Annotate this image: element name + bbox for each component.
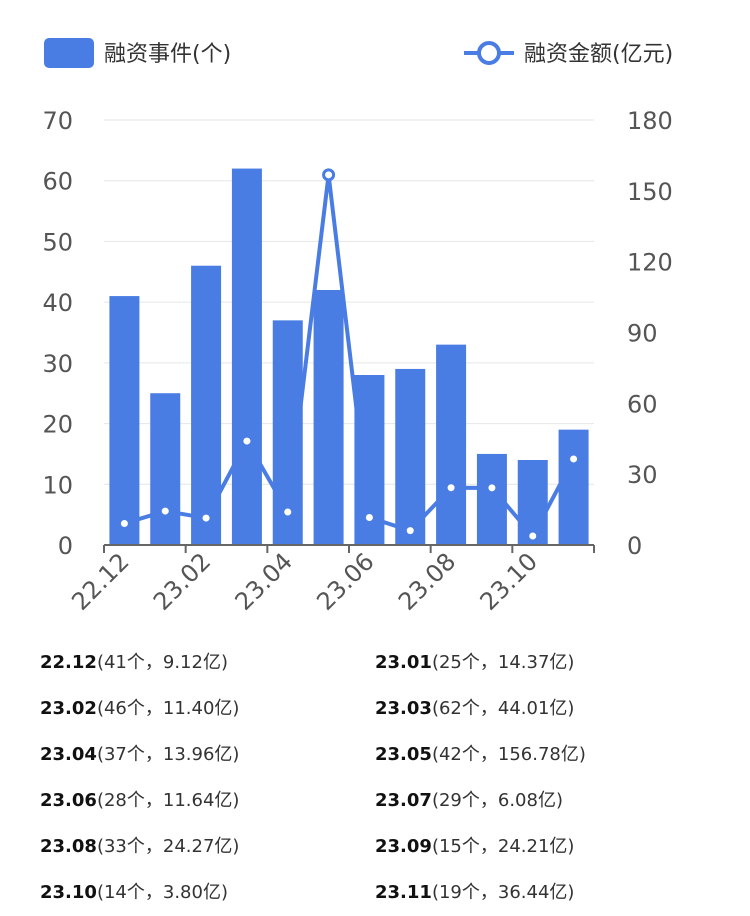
list-item: 23.06(28个，11.64亿) [40,786,239,812]
line-point-23.08[interactable] [447,484,455,492]
list-item-month: 23.08 [40,836,97,857]
list-item-month: 23.07 [375,790,432,811]
list-item: 23.01(25个，14.37亿) [375,648,574,674]
list-item-month: 23.03 [375,698,432,719]
list-item-detail: (37个，13.96亿) [96,744,240,765]
line-point-22.12[interactable] [120,519,128,527]
line-point-23.05[interactable] [322,168,336,182]
line-point-23.07[interactable] [406,527,414,535]
list-item: 23.03(62个，44.01亿) [375,694,574,720]
line-point-23.06[interactable] [365,514,373,522]
x-tick-label: 22.12 [66,547,134,615]
x-tick-label: 23.10 [475,547,543,615]
line-point-23.04[interactable] [284,508,292,516]
list-item-detail: (41个，9.12亿) [96,652,228,673]
y-right-tick-label: 120 [627,249,673,277]
list-item-month: 23.05 [375,744,432,765]
y-right-tick-label: 30 [627,461,658,489]
list-item-detail: (15个，24.21亿) [431,836,575,857]
bar-23.07[interactable] [395,368,426,545]
grid [104,119,594,485]
legend-bar-label: 融资事件(个) [104,42,231,67]
list-item-month: 23.06 [40,790,97,811]
amount-line [123,172,576,539]
list-item-month: 23.02 [40,698,97,719]
line-point-23.02[interactable] [202,514,210,522]
x-tick-label: 23.06 [311,547,379,615]
list-item: 23.09(15个，24.21亿) [375,832,574,858]
list-item-detail: (46个，11.40亿) [96,698,240,719]
list-item-month: 23.10 [40,882,97,903]
list-item-detail: (33个，24.27亿) [96,836,240,857]
bars [109,168,589,546]
y-right-tick-label: 60 [627,390,658,418]
y-left-tick-label: 50 [42,228,73,256]
x-tick-label: 23.02 [148,547,216,615]
list-item-detail: (42个，156.78亿) [431,744,586,765]
legend-item-bar[interactable]: 融资事件(个) [44,38,231,68]
bar-23.11[interactable] [558,429,589,545]
legend-bar-swatch [44,38,94,68]
y-left-tick-label: 30 [42,350,73,378]
list-item: 23.07(29个，6.08亿) [375,786,563,812]
combo-chart: 融资事件(个) 融资金额(亿元) 0 10 20 30 40 50 60 70 0 30 60 90 1… [42,38,673,616]
list-item-month: 23.09 [375,836,432,857]
list-item-detail: (19个，36.44亿) [431,882,575,903]
y-left-tick-label: 70 [42,107,73,135]
list-item: 23.11(19个，36.44亿) [375,878,574,904]
y-left-tick-label: 60 [42,168,73,196]
y-right-tick-label: 150 [627,178,673,206]
legend-line-marker [477,41,501,65]
bar-23.03[interactable] [231,168,262,546]
y-left-tick-label: 10 [42,471,73,499]
list-item-detail: (14个，3.80亿) [96,882,228,903]
bar-23.10[interactable] [517,460,548,545]
y-left-tick-label: 40 [42,289,73,317]
list-item: 23.10(14个，3.80亿) [40,878,228,904]
x-tick-label: 23.08 [393,547,461,615]
bar-23.02[interactable] [191,265,222,545]
list-item-month: 23.04 [40,744,97,765]
list-item-detail: (28个，11.64亿) [96,790,240,811]
y-right-tick-label: 0 [627,532,642,560]
bar-22.12[interactable] [109,296,140,545]
line-point-23.01[interactable] [161,507,169,515]
legend-line-label: 融资金额(亿元) [524,42,673,67]
x-tick-label: 23.04 [230,547,298,615]
line-point-23.09[interactable] [488,484,496,492]
list-item-detail: (25个，14.37亿) [431,652,575,673]
list-item: 22.12(41个，9.12亿) [40,648,228,674]
line-layer [120,168,578,540]
y-right-tick-label: 90 [627,320,658,348]
y-left-tick-label: 0 [58,532,73,560]
list-item-month: 23.11 [375,882,432,903]
bar-23.01[interactable] [150,393,181,545]
y-left-tick-label: 20 [42,411,73,439]
line-point-23.10[interactable] [529,532,537,540]
legend-item-line[interactable]: 融资金额(亿元) [464,41,673,67]
list-item-detail: (29个，6.08亿) [431,790,563,811]
bar-23.05[interactable] [313,290,344,545]
y-right-tick-label: 180 [627,107,673,135]
list-item: 23.04(37个，13.96亿) [40,740,239,766]
line-point-23.03[interactable] [243,437,251,445]
list-item-month: 22.12 [40,652,97,673]
list-item-detail: (62个，44.01亿) [431,698,575,719]
list-item: 23.08(33个，24.27亿) [40,832,239,858]
list-item: 23.02(46个，11.40亿) [40,694,239,720]
legend: 融资事件(个) 融资金额(亿元) [44,38,673,68]
line-point-23.11[interactable] [570,455,578,463]
list-item: 23.05(42个，156.78亿) [375,740,586,766]
list-item-month: 23.01 [375,652,432,673]
bar-23.08[interactable] [436,344,467,545]
